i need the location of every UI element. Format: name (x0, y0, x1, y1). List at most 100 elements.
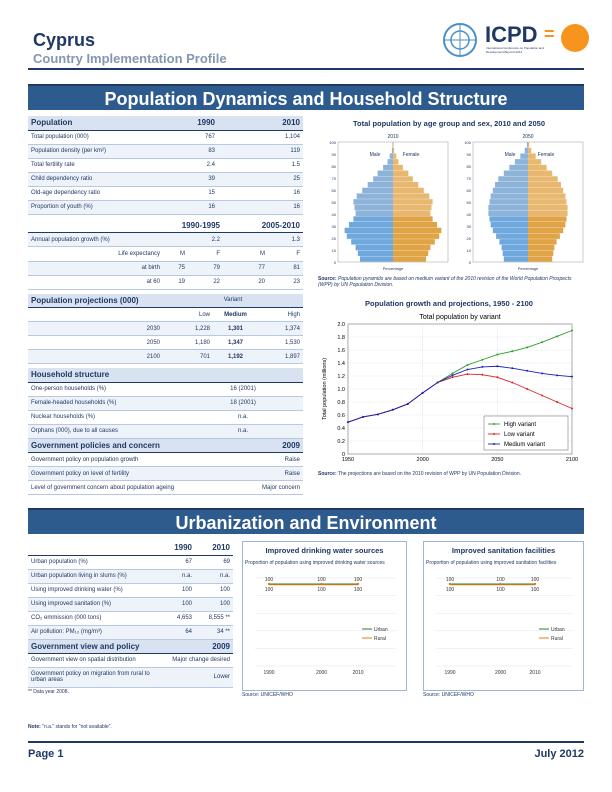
series-point (451, 376, 454, 379)
pyramid-male-bar (387, 159, 393, 165)
pyramid-male-bar (492, 227, 528, 234)
pyramid-age-tick: 70 (467, 176, 472, 181)
pyramid-male-bar (503, 170, 528, 176)
pyramid-male-bar (489, 199, 528, 205)
pyramid-female-bar (393, 199, 433, 205)
pyramid-age-tick: 90 (332, 152, 337, 157)
pyramid-male-bar (509, 164, 528, 171)
series-line-2 (347, 365, 573, 423)
pyramid-xlabel: Percentage (518, 266, 539, 271)
water-chart-box: Improved drinking water sources Proporti… (242, 541, 407, 691)
pyramid-female-bar (528, 233, 560, 239)
pyramid-female-bar (528, 187, 564, 194)
pyramid-male-bar (373, 176, 393, 182)
table-row: CO₂ emmission (000 tons) (28, 611, 157, 626)
pyramid-age-tick: 70 (332, 176, 337, 181)
table-row: Urban population (%) (28, 555, 157, 570)
pyramid-male-bar (524, 147, 528, 154)
pyramid-male-bar (389, 153, 393, 159)
pyramid-female-bar (528, 227, 564, 234)
series-point (526, 388, 529, 390)
pyramid-year-label: 2010 (387, 134, 398, 140)
pyramid-age-tick: 0 (334, 260, 337, 265)
pyramid-male-label: Male (370, 152, 381, 158)
series-point (361, 415, 364, 418)
pyramid-female-bar (528, 216, 567, 222)
policies-table: Government policies and concern 2009 Gove… (28, 438, 303, 495)
icpd-logo-equals: = (544, 24, 555, 44)
mini-point (533, 582, 537, 586)
series-point (466, 373, 469, 376)
urban-value: 100 (531, 577, 540, 583)
series-point (451, 372, 454, 375)
pyramid-female-bar (393, 142, 394, 148)
table-row: 2050 (28, 335, 163, 350)
water-title: Improved drinking water sources (265, 546, 384, 555)
series-point (571, 375, 573, 378)
pyramid-age-tick: 20 (467, 236, 472, 241)
pyramid-female-bar (393, 216, 433, 222)
pyramid-female-bar (393, 233, 440, 239)
population-table: Population 1990 2010 Total population (000… (28, 116, 303, 495)
y-tick-label: 0.4 (337, 426, 345, 432)
legend-label: Low variant (504, 432, 535, 438)
series-point (511, 367, 514, 370)
pyramid-female-bar (528, 164, 547, 171)
series-point (347, 421, 349, 424)
pyramid-female-bar (393, 164, 403, 171)
urban-footnote: ** Data year 2008. (28, 688, 69, 695)
series-point (541, 341, 544, 344)
pyramid-age-tick: 40 (332, 212, 337, 217)
pyramid-source: Source: Population pyramids are based on… (318, 276, 572, 288)
pyramid-male-bar (344, 227, 393, 234)
table-row: Female-headed households (%) (28, 396, 183, 411)
projections-table: Population projections (000) Variant Low M… (28, 293, 303, 364)
y-tick-label: 0.8 (337, 400, 345, 406)
x-tick-label: 2050 (491, 457, 503, 463)
icpd-logo-text: ICPD (485, 22, 538, 47)
pyramid-male-bar (353, 199, 393, 205)
pyramid-age-tick: 30 (332, 224, 337, 229)
sanitation-line-chart: 100 100 1990 100 100 2000 100 100 2010 Urban Rural (436, 577, 573, 676)
series-point (511, 350, 514, 353)
section-population-band: Population Dynamics and Household Struct… (28, 84, 584, 110)
pyramid-age-tick: 20 (332, 236, 337, 241)
sanitation-caption: Proportion of population using improved … (426, 560, 557, 566)
pyramid-male-bar (354, 204, 393, 211)
series-point (496, 365, 499, 368)
pyramid-male-bar (490, 222, 528, 228)
pyramid-female-bar (393, 244, 431, 251)
table-row: Total fertility rate (28, 158, 163, 173)
rural-value: 100 (496, 587, 505, 593)
table-row: Level of government concern about popula… (28, 480, 223, 495)
note: Note: "n.a." stands for "not available". (28, 724, 112, 730)
sanitation-chart-box: Improved sanitation facilities Proportio… (423, 541, 584, 691)
x-tick-label: 2000 (417, 457, 429, 463)
legend-urban: Urban (551, 627, 565, 633)
series-point (421, 391, 424, 394)
table-row: Child dependency ratio (28, 172, 163, 187)
pyramid-female-bar (528, 204, 568, 211)
pyramid-male-bar (526, 142, 528, 148)
section-urbanization-band: Urbanization and Environment (28, 508, 584, 534)
table-row: 2030 (28, 321, 163, 336)
series-point (436, 381, 439, 384)
pyramid-female-bar (393, 210, 431, 216)
mini-point (320, 582, 323, 586)
pyramid-female-bar (528, 239, 557, 245)
water-source: Source: UNICEF/WHO (242, 692, 293, 698)
pop-head-label: Population (28, 116, 163, 131)
pyramid-male-bar (362, 187, 393, 194)
pyramid-age-tick: 60 (467, 188, 472, 193)
pyramid-male-bar (498, 176, 528, 182)
pyramid-male-bar (383, 164, 393, 171)
legend-urban: Urban (374, 627, 388, 633)
table-row: at birth (28, 261, 163, 276)
series-point (496, 353, 499, 356)
pyramid-male-bar (357, 250, 393, 256)
pyramid-male-bar (490, 193, 528, 199)
pyramid-male-bar (360, 256, 393, 262)
series-line-0 (347, 330, 573, 423)
table-row: Urban population living in slums (%) (28, 569, 157, 584)
series-point (541, 394, 544, 397)
